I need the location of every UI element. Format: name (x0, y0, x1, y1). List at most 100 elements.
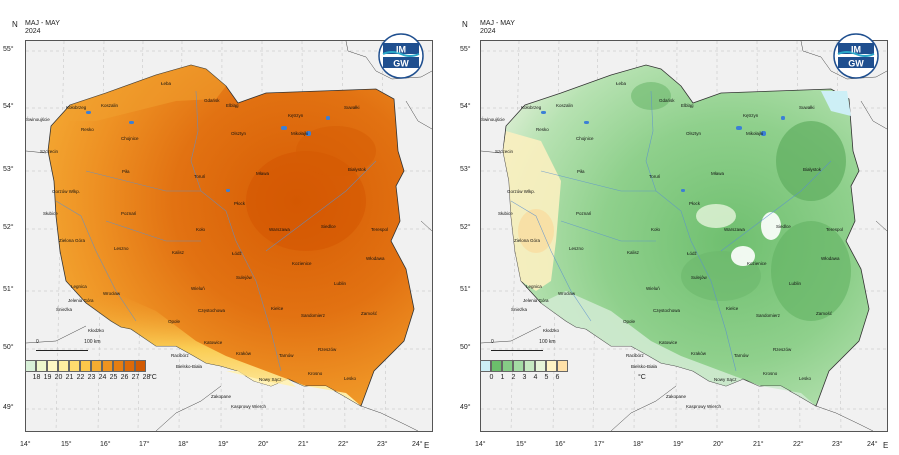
city-label: Łeba (616, 81, 627, 86)
legend-value: 18 (32, 374, 41, 381)
city-label: Kielce (271, 306, 284, 311)
city-label: Rzeszów (773, 347, 792, 352)
city-label: Zielona Góra (59, 238, 86, 243)
city-label: Wrocław (558, 291, 576, 296)
logo-text-top: IM (851, 45, 861, 55)
city-label: Częstochowa (653, 308, 681, 313)
city-label: Suwałki (799, 105, 815, 110)
city-label: Koło (196, 227, 206, 232)
city-label: Krosno (308, 371, 323, 376)
lon-label: 18° (178, 441, 189, 448)
lon-label: 24° (412, 441, 423, 448)
city-label: Włodawa (821, 256, 840, 261)
legend-swatch (36, 360, 47, 372)
lat-label: 51° (460, 286, 471, 293)
lon-label: 20° (258, 441, 269, 448)
city-label: Kielce (726, 306, 739, 311)
city-label: Mikołajki (291, 131, 309, 136)
legend-unit: °C (149, 374, 157, 381)
legend-swatch (535, 360, 546, 372)
city-label: Piła (577, 169, 585, 174)
lon-label: 22° (793, 441, 804, 448)
city-label: Łódź (687, 251, 697, 256)
city-label: Gorzów Wlkp. (52, 189, 81, 194)
lon-label: 20° (713, 441, 724, 448)
scale-bar: 0 100 km (491, 339, 556, 351)
legend-value: 1 (500, 374, 505, 381)
city-label: Koszalin (556, 103, 574, 108)
city-label: Suwałki (344, 105, 360, 110)
lon-label: 23° (832, 441, 843, 448)
legend-value: 28 (142, 374, 151, 381)
lon-label: 23° (377, 441, 388, 448)
lon-label: 21° (753, 441, 764, 448)
legend-value: 24 (98, 374, 107, 381)
city-label: Elbląg (681, 103, 694, 108)
lat-label: 52° (460, 224, 471, 231)
lon-label: 15° (61, 441, 72, 448)
city-label: Wrocław (103, 291, 121, 296)
legend-value: 3 (522, 374, 527, 381)
city-label: Łeba (161, 81, 172, 86)
city-label: Rzeszów (318, 347, 337, 352)
city-label: Toruń (194, 174, 206, 179)
legend-swatch (25, 360, 36, 372)
city-label: Elbląg (226, 103, 239, 108)
city-label: Gdańsk (659, 98, 675, 103)
city-label: Kasprowy Wierch (231, 404, 267, 409)
city-label: Częstochowa (198, 308, 226, 313)
legend-swatch (124, 360, 135, 372)
legend-value: 6 (555, 374, 560, 381)
city-label: Włodawa (366, 256, 385, 261)
scale-distance: 100 km (539, 339, 556, 345)
city-label: Leszno (114, 246, 129, 251)
city-label: Zamość (361, 311, 378, 316)
legend-swatch (135, 360, 146, 372)
legend-value: 4 (533, 374, 538, 381)
city-label: Warszawa (724, 227, 745, 232)
legend-swatch (69, 360, 80, 372)
city-label: Kraków (691, 351, 707, 356)
city-label: Racibórz (626, 353, 644, 358)
city-label: Kłodzko (543, 328, 560, 333)
city-label: Olsztyn (231, 131, 247, 136)
city-label: Kołobrzeg (66, 105, 87, 110)
city-label: Kętrzyn (288, 113, 304, 118)
scale-zero: 0 (36, 339, 39, 345)
lon-label: 14° (20, 441, 31, 448)
legend-swatch (557, 360, 568, 372)
legend-swatch (80, 360, 91, 372)
city-label: Nowy Sącz (714, 377, 737, 382)
city-label: Kasprowy Wierch (686, 404, 722, 409)
city-label: Płock (689, 201, 701, 206)
city-label: Nowy Sącz (259, 377, 282, 382)
legend-swatch (546, 360, 557, 372)
lon-label: 22° (338, 441, 349, 448)
lat-label: 51° (3, 286, 14, 293)
imgw-logo: IM GW (378, 33, 424, 79)
city-label: Wieluń (191, 286, 205, 291)
east-label: E (424, 441, 430, 450)
city-label: Mława (711, 171, 725, 176)
legend-value: 2 (511, 374, 516, 381)
city-label: Świnoujście (481, 117, 505, 122)
city-label: Sulejów (691, 275, 707, 280)
city-label: Świnoujście (26, 117, 50, 122)
city-label: Sulejów (236, 275, 252, 280)
city-label: Piła (122, 169, 130, 174)
legend-swatch (513, 360, 524, 372)
city-label: Białystok (803, 167, 822, 172)
city-label: Poznań (121, 211, 137, 216)
city-label: Olsztyn (686, 131, 702, 136)
legend-value: 5 (544, 374, 549, 381)
city-label: Kalisz (172, 250, 185, 255)
legend-value: 0 (489, 374, 494, 381)
logo-text-top: IM (396, 45, 406, 55)
city-label: Śnieżka (56, 307, 73, 312)
city-label: Jelenia Góra (68, 298, 94, 303)
north-label: N (462, 20, 468, 29)
legend-swatch (58, 360, 69, 372)
legend-value: 25 (109, 374, 118, 381)
city-label: Zielona Góra (514, 238, 541, 243)
